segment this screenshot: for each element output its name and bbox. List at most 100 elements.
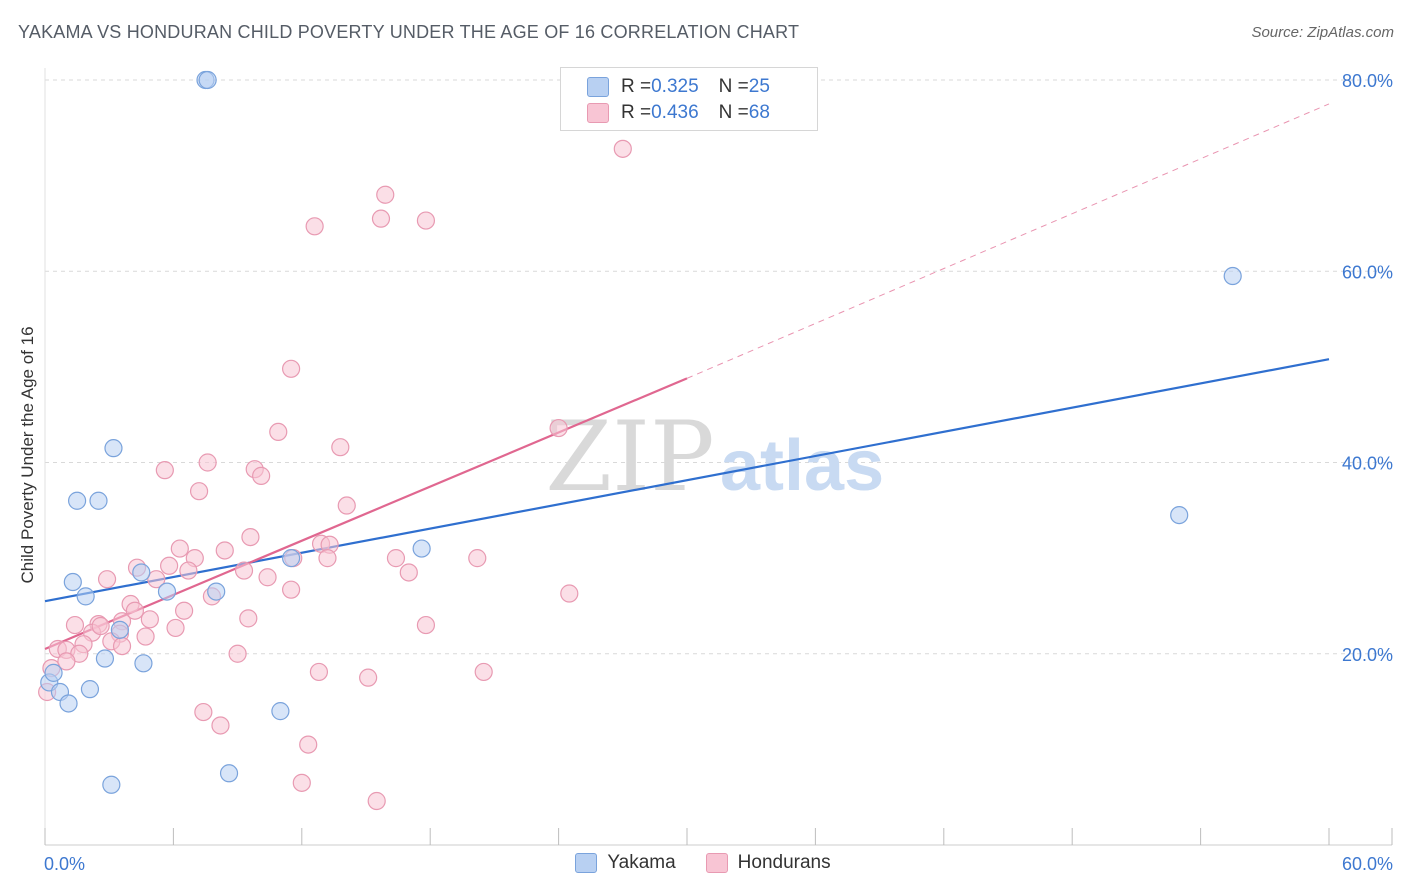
yakama-swatch <box>587 77 609 97</box>
yakama-point <box>219 764 239 783</box>
n-value: 25 <box>748 76 770 97</box>
series-legend: Yakama Hondurans <box>0 852 1406 874</box>
honduran-point <box>367 791 386 811</box>
y-tick-label: 80.0% <box>1342 71 1393 91</box>
grid-lines <box>45 79 1392 655</box>
honduran-point <box>179 561 198 580</box>
legend-label: Hondurans <box>737 852 831 873</box>
honduran-point <box>140 610 159 629</box>
x-tick-label: 0.0% <box>44 854 85 874</box>
yakama-point <box>1223 266 1242 286</box>
y-tick-label: 40.0% <box>1342 454 1393 474</box>
honduran-point <box>386 549 406 568</box>
yakama-point <box>282 549 301 568</box>
n-label: N = <box>718 102 749 123</box>
honduran-point <box>228 644 247 663</box>
yakama-point <box>157 582 177 601</box>
r-label: R = <box>621 102 652 123</box>
source-label: Source: ZipAtlas.com <box>1251 24 1394 41</box>
honduran-point <box>194 702 213 722</box>
honduran-point <box>155 461 174 480</box>
yakama-point <box>271 702 290 721</box>
yakama-point <box>80 680 100 699</box>
honduran-point <box>258 568 277 587</box>
honduran-point <box>57 652 76 671</box>
honduran-trend-extension <box>686 103 1330 379</box>
x-tick-label: 60.0% <box>1342 854 1393 874</box>
honduran-point <box>337 496 356 515</box>
honduran-point <box>97 570 117 589</box>
honduran-point <box>371 209 391 228</box>
honduran-point <box>613 139 632 158</box>
honduran-point <box>560 584 579 603</box>
honduran-point <box>65 615 85 635</box>
honduran-point <box>376 185 395 204</box>
r-value: 0.436 <box>651 102 699 123</box>
honduran-point <box>416 211 436 230</box>
honduran-point <box>166 618 185 638</box>
honduran-point <box>305 217 324 236</box>
watermark-zip: ZIP <box>545 401 714 513</box>
honduran-point <box>160 556 179 575</box>
honduran-point <box>468 549 487 568</box>
yakama-swatch <box>575 853 598 873</box>
yakama-point <box>132 563 151 582</box>
yakama-point <box>198 70 217 90</box>
yakama-point <box>59 694 78 713</box>
legend-item-hondurans: Hondurans <box>705 852 831 874</box>
y-tick-label: 60.0% <box>1342 262 1393 282</box>
honduran-point <box>359 668 378 687</box>
yakama-point <box>134 654 153 673</box>
honduran-point <box>399 563 418 582</box>
axes <box>44 68 1393 846</box>
honduran-point <box>331 438 350 457</box>
honduran-point <box>252 466 271 485</box>
trend-lines <box>44 103 1330 650</box>
honduran-point <box>189 482 209 501</box>
honduran-point <box>125 601 144 620</box>
yakama-point <box>67 491 87 510</box>
yakama-point <box>95 649 115 668</box>
legend-row-yakama: R = 0.325 N = 25 <box>587 74 770 100</box>
yakama-point <box>63 572 82 592</box>
honduran-point <box>474 662 493 682</box>
honduran-point <box>175 601 194 620</box>
honduran-point <box>215 541 234 560</box>
r-value: 0.325 <box>651 76 699 97</box>
honduran-point <box>416 615 436 635</box>
yakama-point <box>110 620 130 639</box>
watermark-atlas: atlas <box>720 426 884 506</box>
yakama-point <box>76 587 95 606</box>
yakama-point <box>412 539 431 558</box>
legend-label: Yakama <box>607 852 676 873</box>
honduran-point <box>269 422 288 441</box>
honduran-point <box>136 627 155 646</box>
yakama-point <box>104 439 123 458</box>
honduran-point <box>241 527 260 547</box>
honduran-point <box>198 453 217 472</box>
honduran-swatch <box>705 853 728 873</box>
yakama-point <box>207 582 226 601</box>
honduran-point <box>282 359 301 378</box>
legend-item-yakama: Yakama <box>575 852 676 874</box>
yakama-point <box>44 663 63 682</box>
honduran-trend-line <box>44 377 688 650</box>
honduran-point <box>91 616 110 636</box>
n-label: N = <box>718 76 749 97</box>
honduran-point <box>299 735 318 754</box>
honduran-point <box>170 539 189 558</box>
chart-title: YAKAMA VS HONDURAN CHILD POVERTY UNDER T… <box>18 22 800 42</box>
r-label: R = <box>621 76 652 97</box>
data-points <box>38 70 1242 811</box>
honduran-point <box>112 636 132 656</box>
watermark: ZIP atlas <box>545 401 884 513</box>
stats-legend: R = 0.325 N = 25 R = 0.436 N = 68 <box>560 67 818 131</box>
n-value: 68 <box>748 102 770 123</box>
yakama-point <box>102 775 121 794</box>
honduran-point <box>147 570 166 589</box>
legend-row-hondurans: R = 0.436 N = 68 <box>587 100 770 126</box>
yakama-point <box>89 491 108 510</box>
yakama-trend-line <box>44 358 1330 603</box>
yakama-point <box>1170 505 1189 525</box>
